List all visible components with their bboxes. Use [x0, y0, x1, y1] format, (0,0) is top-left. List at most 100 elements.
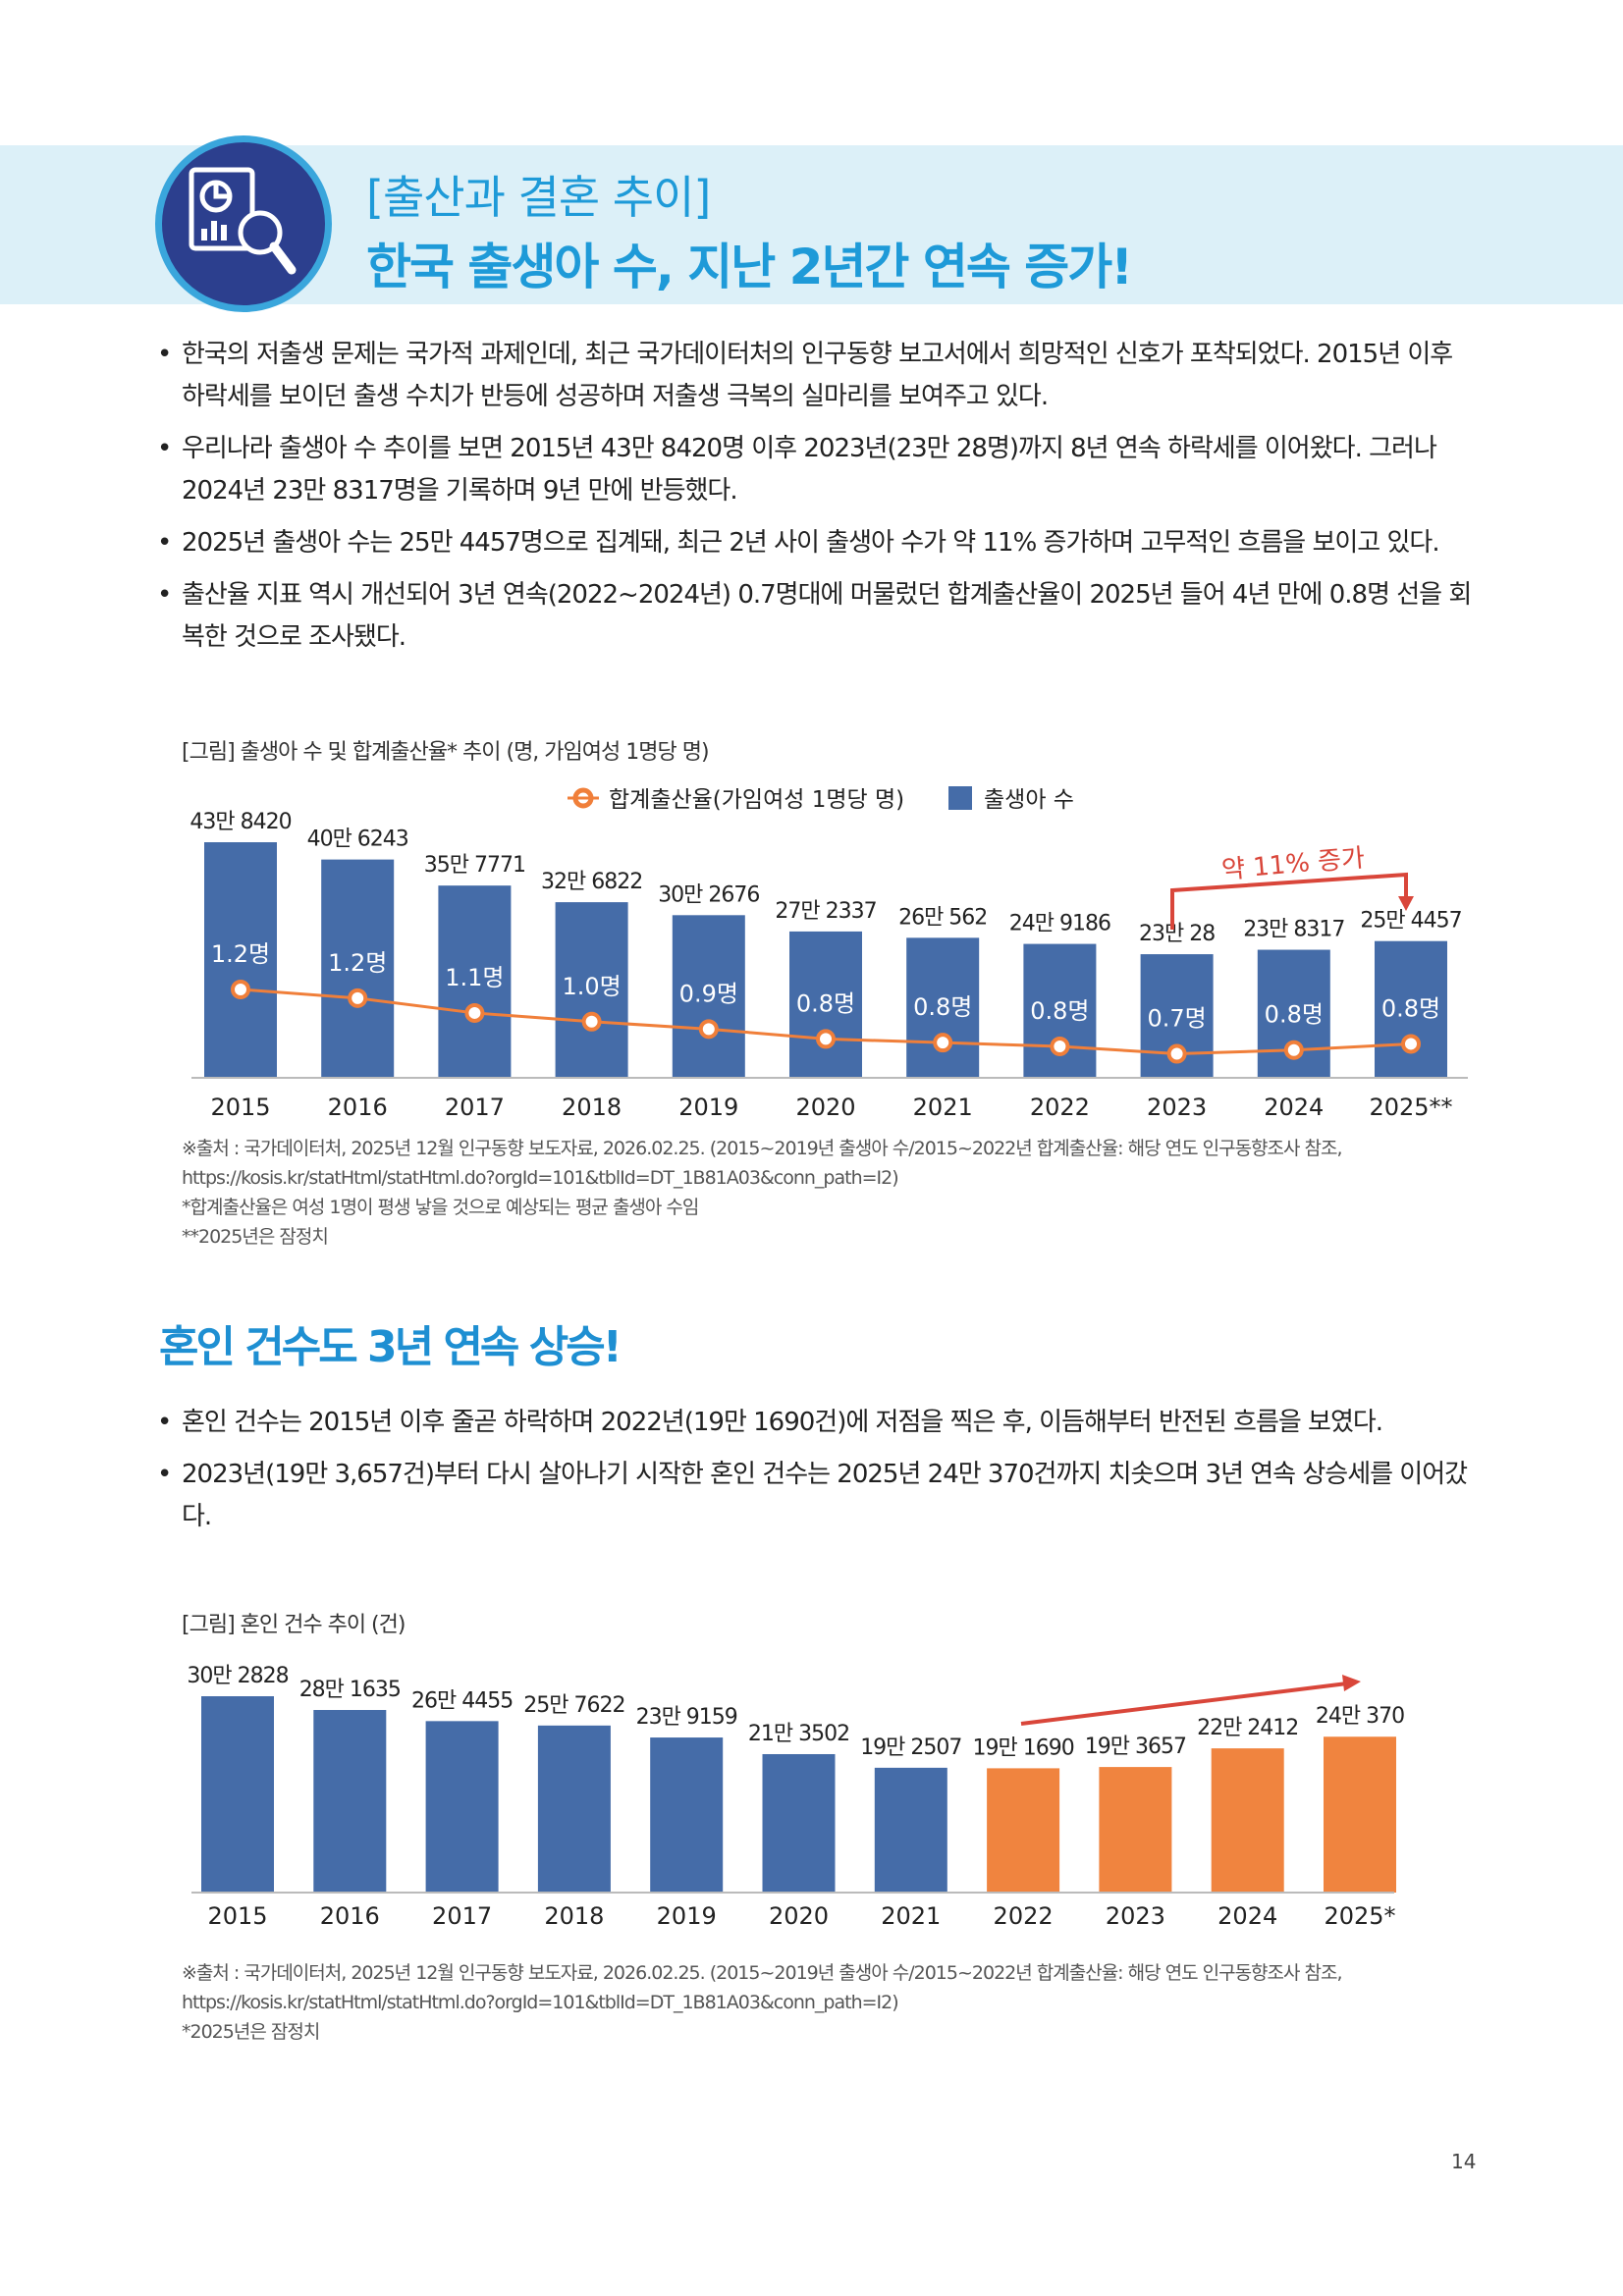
bar: [313, 1709, 387, 1893]
bar: [1211, 1748, 1284, 1893]
chart-magnifier-icon: [155, 135, 332, 312]
bar-value-label: 40만 6243: [307, 828, 408, 852]
rate-label: 0.8명: [796, 989, 855, 1017]
chart2-caption: [그림] 혼인 건수 추이 (건): [182, 1613, 406, 1637]
x-tick-label: 2016: [320, 1902, 380, 1930]
rate-label: 1.0명: [562, 973, 621, 1000]
bar: [425, 1721, 499, 1893]
note-line: **2025년은 잠정치: [182, 1226, 329, 1248]
rate-point: [231, 980, 250, 999]
bar: [321, 859, 395, 1078]
x-tick-label: 2015: [210, 1094, 270, 1121]
bullet-item: 혼인 건수는 2015년 이후 줄곧 하락하며 2022년(19만 1690건)…: [157, 1402, 1478, 1444]
bar-value-label: 28만 1635: [299, 1678, 401, 1702]
rate-label: 1.1명: [445, 964, 504, 991]
bar-value-label: 35만 7771: [424, 853, 525, 878]
x-tick-label: 2017: [432, 1902, 492, 1930]
bar: [201, 1696, 274, 1893]
note-line: https://kosis.kr/statHtml/statHtml.do?or…: [182, 1167, 899, 1189]
bar: [987, 1768, 1060, 1893]
trend-arrow: [1020, 1682, 1348, 1726]
rate-label: 0.7명: [1147, 1005, 1206, 1033]
bullet-item: 2023년(19만 3,657건)부터 다시 살아나기 시작한 혼인 건수는 2…: [157, 1454, 1478, 1538]
bar: [874, 1767, 947, 1893]
bar-value-label: 23만 9159: [636, 1705, 737, 1730]
legend-label: 출생아 수: [984, 787, 1074, 813]
bar-value-label: 24만 9186: [1009, 912, 1110, 936]
chart1-notes: ※출처 : 국가데이터처, 2025년 12월 인구동향 보도자료, 2026.…: [182, 1134, 1343, 1252]
arrowhead-icon: [1342, 1675, 1361, 1691]
chart2-notes: ※출처 : 국가데이터처, 2025년 12월 인구동향 보도자료, 2026.…: [182, 1958, 1343, 2047]
x-tick-label: 2023: [1106, 1902, 1165, 1930]
rate-point: [1283, 1040, 1304, 1060]
bar: [762, 1753, 836, 1893]
note-line: ※출처 : 국가데이터처, 2025년 12월 인구동향 보도자료, 2026.…: [182, 1138, 1343, 1159]
rate-point: [1401, 1034, 1421, 1054]
bar-value-label: 19만 1690: [972, 1735, 1073, 1760]
x-tick-label: 2020: [769, 1902, 829, 1930]
note-line: https://kosis.kr/statHtml/statHtml.do?or…: [182, 1992, 899, 2013]
bar-value-label: 26만 4455: [411, 1688, 513, 1713]
bar-value-label: 43만 8420: [189, 810, 291, 834]
x-tick-label: 2021: [913, 1094, 973, 1121]
bar-value-label: 32만 6822: [541, 870, 642, 894]
section2-bullets: 혼인 건수는 2015년 이후 줄곧 하락하며 2022년(19만 1690건)…: [157, 1402, 1478, 1548]
rate-point: [933, 1033, 953, 1053]
bar: [650, 1737, 724, 1893]
rate-label: 0.8명: [1381, 994, 1440, 1022]
bar-value-label: 19만 3657: [1085, 1735, 1186, 1759]
section1-bullets: 한국의 저출생 문제는 국가적 과제인데, 최근 국가데이터처의 인구동향 보고…: [157, 334, 1478, 668]
rate-label: 0.8명: [913, 993, 972, 1021]
bar: [204, 842, 277, 1078]
x-tick-label: 2015: [207, 1902, 267, 1930]
chart1-caption: [그림] 출생아 수 및 합계출산율* 추이 (명, 가임여성 1명당 명): [182, 740, 710, 765]
section2-heading: 혼인 건수도 3년 연속 상승!: [159, 1322, 622, 1372]
bar: [1099, 1767, 1172, 1893]
x-tick-label: 2017: [445, 1094, 505, 1121]
page-title: 한국 출생아 수, 지난 2년간 연속 증가!: [366, 239, 1133, 295]
bar-value-label: 24만 370: [1316, 1704, 1404, 1729]
bar-value-label: 22만 2412: [1197, 1716, 1298, 1740]
x-tick-label: 2022: [1030, 1094, 1090, 1121]
marriage-chart: 30만 2828 2015 28만 1635 2016 26만 4455 2017 25만 …: [187, 1664, 1405, 1930]
bar-value-label: 19만 2507: [860, 1735, 961, 1760]
bar-value-label: 23만 28: [1139, 922, 1215, 946]
x-tick-label: 2023: [1147, 1094, 1207, 1121]
rate-label: 0.8명: [1265, 1001, 1324, 1029]
rate-label: 0.8명: [1030, 997, 1089, 1025]
bar: [1375, 940, 1447, 1078]
rate-point: [1166, 1043, 1187, 1064]
bar-value-label: 26만 562: [898, 905, 987, 930]
bar-value-label: 23만 8317: [1243, 918, 1344, 942]
bar: [555, 902, 628, 1078]
x-tick-label: 2024: [1264, 1094, 1324, 1121]
legend-label: 합계출산율(가임여성 1명당 명): [609, 787, 904, 813]
bar: [906, 937, 980, 1078]
bullet-item: 2025년 출생아 수는 25만 4457명으로 집계돼, 최근 2년 사이 출…: [157, 522, 1478, 564]
page-number: 14: [1451, 2150, 1477, 2173]
birth-chart: 합계출산율(가임여성 1명당 명) 출생아 수 43만 8420 2015 40만 62…: [189, 786, 1468, 1121]
bar-value-label: 30만 2828: [187, 1664, 288, 1688]
bullet-item: 출산율 지표 역시 개선되어 3년 연속(2022~2024년) 0.7명대에 …: [157, 574, 1478, 659]
x-tick-label: 2025*: [1324, 1902, 1395, 1930]
x-tick-label: 2018: [544, 1902, 604, 1930]
x-tick-label: 2020: [795, 1094, 855, 1121]
x-tick-label: 2022: [994, 1902, 1054, 1930]
rate-label: 1.2명: [328, 949, 387, 977]
x-tick-label: 2025**: [1369, 1094, 1452, 1121]
bar-value-label: 25만 7622: [523, 1693, 624, 1718]
x-tick-label: 2018: [562, 1094, 622, 1121]
bar-value-label: 27만 2337: [775, 899, 876, 924]
x-tick-label: 2024: [1217, 1902, 1277, 1930]
increase-bracket: [1170, 872, 1408, 930]
rate-label: 0.9명: [679, 980, 738, 1007]
bar-value-label: 25만 4457: [1360, 909, 1461, 934]
x-tick-label: 2016: [328, 1094, 388, 1121]
rate-point: [348, 988, 368, 1008]
rate-point: [816, 1029, 836, 1049]
x-tick-label: 2021: [881, 1902, 941, 1930]
note-line: *합계출산율은 여성 1명이 평생 낳을 것으로 예상되는 평균 출생아 수임: [182, 1197, 699, 1218]
section-subtitle: [출산과 결혼 추이]: [366, 171, 711, 224]
arrowhead-icon: [1398, 896, 1414, 911]
legend-bar-swatch: [948, 786, 972, 810]
